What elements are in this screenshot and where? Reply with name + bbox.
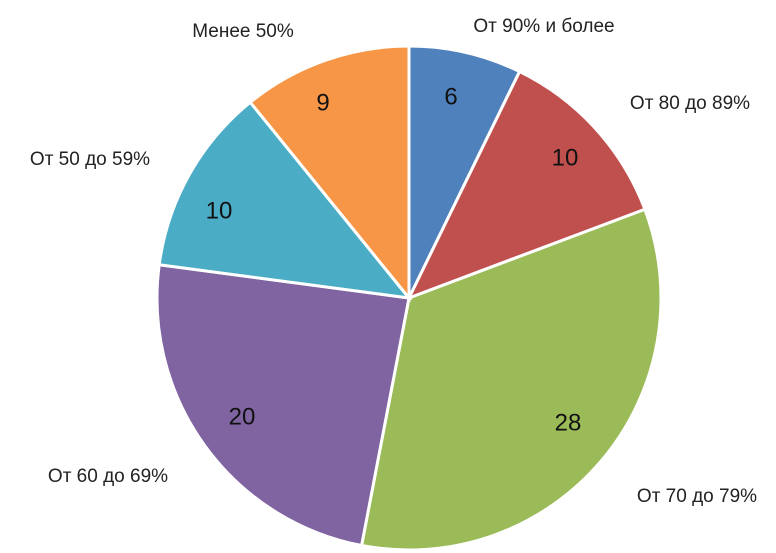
pie-slice-3 (359, 207, 663, 552)
slice-value-label: 10 (552, 144, 579, 171)
pie-slice-1 (407, 44, 522, 299)
pie-slice-2 (405, 69, 647, 301)
slice-category-label: От 70 до 79% (637, 486, 757, 507)
slice-category-label: Менее 50% (192, 21, 294, 42)
pie-slice-4 (155, 263, 411, 548)
slice-value-label: 10 (206, 197, 233, 224)
slice-category-label: От 80 до 89% (630, 93, 750, 114)
slice-category-label: От 60 до 69% (48, 466, 168, 487)
pie-slice-6 (248, 44, 411, 303)
slice-value-label: 6 (444, 83, 457, 110)
pie-slice-5 (157, 100, 413, 300)
slice-value-label: 9 (316, 89, 329, 116)
slice-value-label: 28 (555, 409, 582, 436)
slice-category-label: От 50 до 59% (30, 149, 150, 170)
pie-slices (155, 44, 663, 552)
slice-value-label: 20 (229, 403, 256, 430)
value-labels: 6 10 28 20 10 9 (206, 83, 582, 436)
slice-category-label: От 90% и более (473, 16, 614, 37)
category-labels: От 90% и более От 80 до 89% От 70 до 79% От… (30, 16, 757, 507)
